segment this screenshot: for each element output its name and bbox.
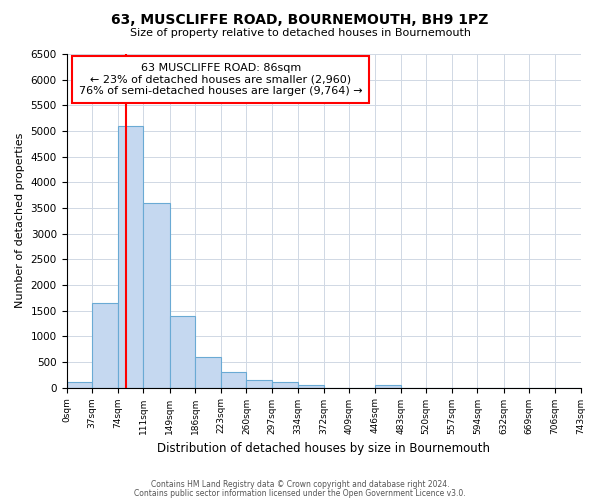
Bar [143, 203, 170, 388]
Text: Contains HM Land Registry data © Crown copyright and database right 2024.: Contains HM Land Registry data © Crown c… [151, 480, 449, 489]
Bar [92, 303, 118, 388]
Bar [118, 126, 143, 388]
Bar [195, 357, 221, 388]
Bar [298, 385, 324, 388]
Bar [247, 380, 272, 388]
Bar [221, 372, 247, 388]
Text: Size of property relative to detached houses in Bournemouth: Size of property relative to detached ho… [130, 28, 470, 38]
Text: 63 MUSCLIFFE ROAD: 86sqm
← 23% of detached houses are smaller (2,960)
76% of sem: 63 MUSCLIFFE ROAD: 86sqm ← 23% of detach… [79, 63, 362, 96]
Text: 63, MUSCLIFFE ROAD, BOURNEMOUTH, BH9 1PZ: 63, MUSCLIFFE ROAD, BOURNEMOUTH, BH9 1PZ [112, 12, 488, 26]
Text: Contains public sector information licensed under the Open Government Licence v3: Contains public sector information licen… [134, 488, 466, 498]
Bar [375, 385, 401, 388]
Y-axis label: Number of detached properties: Number of detached properties [15, 133, 25, 308]
X-axis label: Distribution of detached houses by size in Bournemouth: Distribution of detached houses by size … [157, 442, 490, 455]
Bar [272, 382, 298, 388]
Bar [67, 382, 92, 388]
Bar [170, 316, 195, 388]
